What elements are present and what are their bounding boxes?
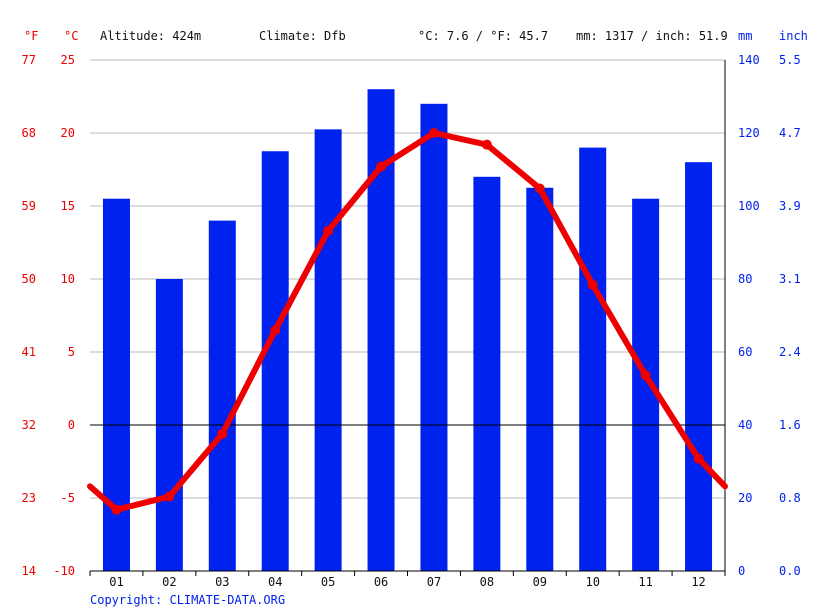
precipitation-bar bbox=[420, 103, 448, 572]
fahrenheit-tick-label: 59 bbox=[22, 199, 36, 213]
inch-tick-label: 1.6 bbox=[779, 418, 801, 432]
fahrenheit-tick-label: 50 bbox=[22, 272, 36, 286]
gridlines bbox=[90, 59, 725, 572]
celsius-tick-label: -5 bbox=[61, 491, 75, 505]
month-label: 08 bbox=[480, 575, 494, 589]
celsius-unit-label: °C bbox=[64, 29, 78, 43]
x-axis-ticks: 01 02 03 04 05 06 07 08 09 10 11 12 bbox=[89, 571, 726, 589]
celsius-tick-label: 25 bbox=[61, 53, 75, 67]
inch-tick-label: 3.9 bbox=[779, 199, 801, 213]
mm-tick-label: 0 bbox=[738, 564, 745, 578]
fahrenheit-tick-label: 14 bbox=[22, 564, 36, 578]
mm-tick-label: 140 bbox=[738, 53, 760, 67]
temperature-point bbox=[217, 428, 228, 439]
month-label: 03 bbox=[215, 575, 229, 589]
precipitation-bar bbox=[102, 198, 130, 571]
month-label: 01 bbox=[109, 575, 123, 589]
precipitation-bar bbox=[314, 129, 342, 571]
fahrenheit-tick-label: 41 bbox=[22, 345, 36, 359]
inch-unit-label: inch bbox=[779, 29, 808, 43]
mm-tick-label: 60 bbox=[738, 345, 752, 359]
month-label: 10 bbox=[585, 575, 599, 589]
left-axis-ticks: 14 -10 23 -5 32 0 41 5 50 10 59 15 68 20 77 25 bbox=[22, 53, 75, 578]
inch-tick-label: 3.1 bbox=[779, 272, 801, 286]
month-label: 09 bbox=[533, 575, 547, 589]
precipitation-bar bbox=[261, 151, 289, 571]
climate-label: Climate: Dfb bbox=[259, 29, 346, 43]
temperature-point bbox=[270, 325, 281, 336]
temperature-point bbox=[587, 279, 598, 290]
celsius-tick-label: -10 bbox=[53, 564, 75, 578]
month-label: 07 bbox=[427, 575, 441, 589]
fahrenheit-tick-label: 23 bbox=[22, 491, 36, 505]
temperature-point bbox=[164, 491, 175, 502]
month-label: 04 bbox=[268, 575, 282, 589]
mm-unit-label: mm bbox=[738, 29, 752, 43]
fahrenheit-unit-label: °F bbox=[24, 29, 38, 43]
temperature-point bbox=[481, 139, 492, 150]
month-label: 12 bbox=[691, 575, 705, 589]
temperature-line bbox=[87, 128, 728, 515]
temperature-average-label: °C: 7.6 / °F: 45.7 bbox=[418, 29, 548, 43]
temperature-point bbox=[640, 370, 651, 381]
right-axis-ticks: 0 0.0 20 0.8 40 1.6 60 2.4 80 3.1 100 3.9 120 4.7 140 5… bbox=[738, 53, 801, 578]
celsius-tick-label: 20 bbox=[61, 126, 75, 140]
precipitation-total-label: mm: 1317 / inch: 51.9 bbox=[576, 29, 728, 43]
temperature-point bbox=[376, 161, 387, 172]
inch-tick-label: 0.8 bbox=[779, 491, 801, 505]
altitude-label: Altitude: 424m bbox=[100, 29, 201, 43]
mm-tick-label: 100 bbox=[738, 199, 760, 213]
month-label: 06 bbox=[374, 575, 388, 589]
month-label: 02 bbox=[162, 575, 176, 589]
celsius-tick-label: 5 bbox=[68, 345, 75, 359]
inch-tick-label: 2.4 bbox=[779, 345, 801, 359]
mm-tick-label: 120 bbox=[738, 126, 760, 140]
copyright-label: Copyright: CLIMATE-DATA.ORG bbox=[90, 593, 285, 607]
inch-tick-label: 0.0 bbox=[779, 564, 801, 578]
fahrenheit-tick-label: 68 bbox=[22, 126, 36, 140]
celsius-tick-label: 15 bbox=[61, 199, 75, 213]
month-label: 11 bbox=[638, 575, 652, 589]
inch-tick-label: 5.5 bbox=[779, 53, 801, 67]
precipitation-bar bbox=[579, 147, 607, 571]
fahrenheit-tick-label: 77 bbox=[22, 53, 36, 67]
precipitation-bar bbox=[208, 220, 236, 571]
month-label: 05 bbox=[321, 575, 335, 589]
temperature-point bbox=[693, 453, 704, 464]
temperature-point bbox=[111, 504, 122, 515]
temperature-point bbox=[428, 128, 439, 138]
mm-tick-label: 20 bbox=[738, 491, 752, 505]
temperature-point bbox=[323, 225, 334, 236]
precipitation-bar bbox=[685, 162, 713, 571]
fahrenheit-tick-label: 32 bbox=[22, 418, 36, 432]
mm-tick-label: 80 bbox=[738, 272, 752, 286]
precipitation-bar bbox=[526, 187, 554, 571]
inch-tick-label: 4.7 bbox=[779, 126, 801, 140]
temperature-line-path bbox=[87, 130, 728, 513]
precipitation-bar bbox=[473, 176, 501, 572]
celsius-tick-label: 10 bbox=[61, 272, 75, 286]
celsius-tick-label: 0 bbox=[68, 418, 75, 432]
mm-tick-label: 40 bbox=[738, 418, 752, 432]
temperature-point bbox=[534, 183, 545, 194]
